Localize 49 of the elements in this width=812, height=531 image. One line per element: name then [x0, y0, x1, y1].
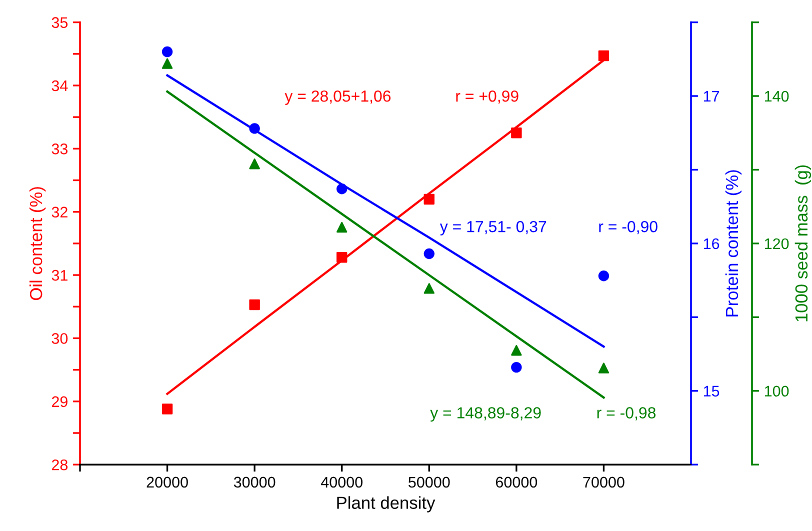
- annotation: y = 17,51- 0,37: [440, 220, 546, 236]
- y-tick-label: 32: [52, 206, 68, 218]
- x-axis-title: Plant density: [337, 496, 436, 512]
- y2-tick-label: 15: [704, 386, 720, 397]
- annotation: r = +0,99: [456, 90, 518, 104]
- point: [162, 404, 173, 414]
- y3-tick-label: 140: [764, 90, 789, 102]
- y-tick-label: 33: [52, 144, 68, 154]
- x-tick-label: 50000: [408, 476, 450, 488]
- point: [249, 123, 260, 134]
- y-tick-label: 34: [52, 80, 68, 92]
- point: [424, 248, 434, 260]
- x-tick-label: 30000: [234, 476, 276, 488]
- point: [598, 362, 610, 374]
- y3-axis-title: 1000 seed mass (g): [794, 165, 812, 322]
- y2-tick-label: 16: [704, 238, 720, 250]
- annotation: r = -0,98: [597, 407, 656, 420]
- y3-tick-label: 100: [764, 386, 789, 397]
- y-tick-label: 35: [52, 17, 68, 28]
- point: [598, 270, 610, 282]
- point: [424, 194, 434, 205]
- line-series: [166, 74, 605, 348]
- point: [162, 46, 173, 58]
- y3-tick-label: 120: [764, 238, 789, 250]
- point: [336, 184, 348, 194]
- x-tick-label: 40000: [320, 476, 363, 488]
- point: [249, 158, 260, 170]
- point: [511, 362, 522, 373]
- x-tick-label: 70000: [583, 476, 624, 488]
- x-tick-label: 20000: [146, 476, 188, 488]
- point: [511, 344, 522, 356]
- y-tick-label: 29: [52, 396, 68, 408]
- y-axis-title: Oil content (%): [29, 187, 46, 300]
- point: [511, 128, 522, 138]
- point: [162, 58, 173, 69]
- point: [424, 283, 434, 294]
- point: [598, 50, 610, 62]
- x-tick-label: 60000: [496, 476, 538, 488]
- y2-axis-title: Protein content (%): [725, 170, 742, 316]
- annotation: y = 28,05+1,06: [284, 90, 391, 105]
- y-tick-label: 31: [52, 270, 68, 281]
- annotation: r = -0,90: [599, 220, 658, 234]
- y-tick-label: 28: [52, 459, 68, 470]
- annotation: y = 148,89-8,29: [430, 407, 541, 422]
- y-tick-label: 30: [52, 333, 68, 344]
- point: [336, 222, 348, 233]
- point: [249, 299, 260, 310]
- y2-tick-label: 17: [704, 91, 720, 102]
- point: [336, 252, 348, 263]
